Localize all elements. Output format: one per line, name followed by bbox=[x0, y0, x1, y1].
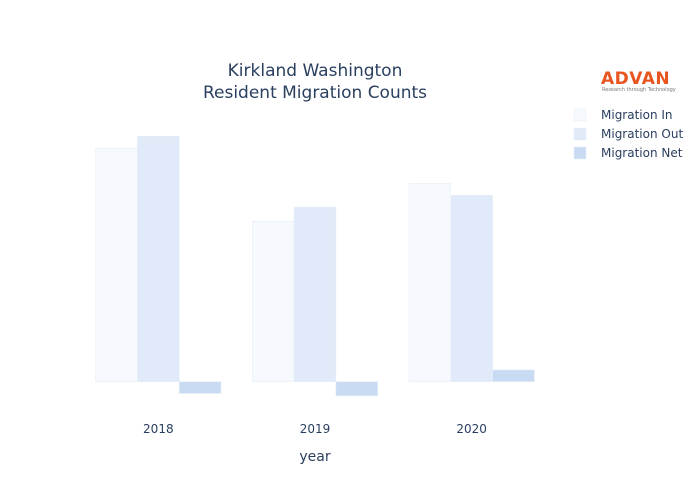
x-tick-label: 2020 bbox=[456, 422, 487, 436]
advan-logo: ADVAN Research through Technology bbox=[601, 69, 676, 93]
bar-migration-net-2018[interactable] bbox=[178, 381, 222, 394]
bar-migration-out-2018[interactable] bbox=[137, 136, 180, 382]
x-tick-labels: 2018 2019 2020 bbox=[143, 422, 487, 436]
legend-swatch bbox=[573, 127, 587, 141]
bars-group bbox=[95, 136, 535, 397]
legend-label: Migration In bbox=[601, 108, 673, 122]
bar-migration-net-2020[interactable] bbox=[492, 369, 535, 382]
legend-item-migration-in[interactable]: Migration In bbox=[573, 108, 673, 122]
bar-migration-out-2019[interactable] bbox=[293, 206, 337, 382]
logo-wordmark: ADVAN bbox=[601, 69, 670, 89]
legend-item-migration-out[interactable]: Migration Out bbox=[573, 127, 683, 141]
legend-label: Migration Net bbox=[601, 146, 683, 160]
bar-migration-net-2019[interactable] bbox=[335, 381, 378, 397]
legend-label: Migration Out bbox=[601, 127, 683, 141]
x-tick-label: 2019 bbox=[300, 422, 331, 436]
logo-tagline: Research through Technology bbox=[602, 87, 676, 93]
legend-swatch bbox=[573, 108, 587, 122]
chart-title-line-1: Kirkland Washington bbox=[228, 61, 403, 81]
bar-migration-in-2020[interactable] bbox=[408, 183, 452, 382]
legend-item-migration-net[interactable]: Migration Net bbox=[573, 146, 683, 160]
legend-swatch bbox=[573, 146, 587, 160]
x-tick-label: 2018 bbox=[143, 422, 174, 436]
bar-migration-in-2018[interactable] bbox=[95, 147, 138, 382]
bar-migration-in-2019[interactable] bbox=[252, 220, 295, 382]
x-axis-title: year bbox=[299, 449, 330, 465]
bar-migration-out-2020[interactable] bbox=[450, 195, 493, 382]
chart-title-line-2: Resident Migration Counts bbox=[203, 83, 427, 103]
legend[interactable]: Migration In Migration Out Migration Net bbox=[573, 108, 683, 160]
